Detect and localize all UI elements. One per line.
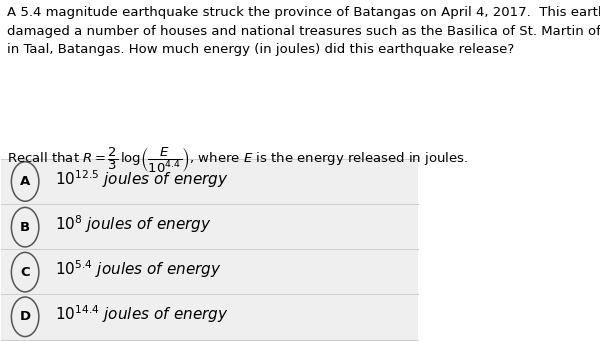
Text: $10^{12.5}$ $\mathit{joules\ of\ energy}$: $10^{12.5}$ $\mathit{joules\ of\ energy}… (55, 168, 229, 190)
Ellipse shape (11, 297, 39, 337)
Ellipse shape (11, 162, 39, 201)
Text: $10^{14.4}$ $\mathit{joules\ of\ energy}$: $10^{14.4}$ $\mathit{joules\ of\ energy}… (55, 303, 229, 325)
Text: Recall that $R = \dfrac{2}{3}\,\log\!\left(\dfrac{E}{10^{4.4}}\right)$, where $E: Recall that $R = \dfrac{2}{3}\,\log\!\le… (7, 145, 468, 174)
FancyBboxPatch shape (1, 249, 418, 295)
Ellipse shape (11, 252, 39, 292)
Text: B: B (20, 221, 30, 234)
Text: $10^{8}$ $\mathit{joules\ of\ energy}$: $10^{8}$ $\mathit{joules\ of\ energy}$ (55, 213, 212, 235)
FancyBboxPatch shape (1, 204, 418, 250)
FancyBboxPatch shape (1, 159, 418, 204)
Text: A: A (20, 175, 30, 188)
Text: $10^{5.4}$ $\mathit{joules\ of\ energy}$: $10^{5.4}$ $\mathit{joules\ of\ energy}$ (55, 258, 223, 280)
FancyBboxPatch shape (1, 294, 418, 340)
Text: A 5.4 magnitude earthquake struck the province of Batangas on April 4, 2017.  Th: A 5.4 magnitude earthquake struck the pr… (7, 6, 600, 57)
Ellipse shape (11, 207, 39, 247)
Text: C: C (20, 266, 30, 279)
Text: D: D (20, 310, 31, 323)
